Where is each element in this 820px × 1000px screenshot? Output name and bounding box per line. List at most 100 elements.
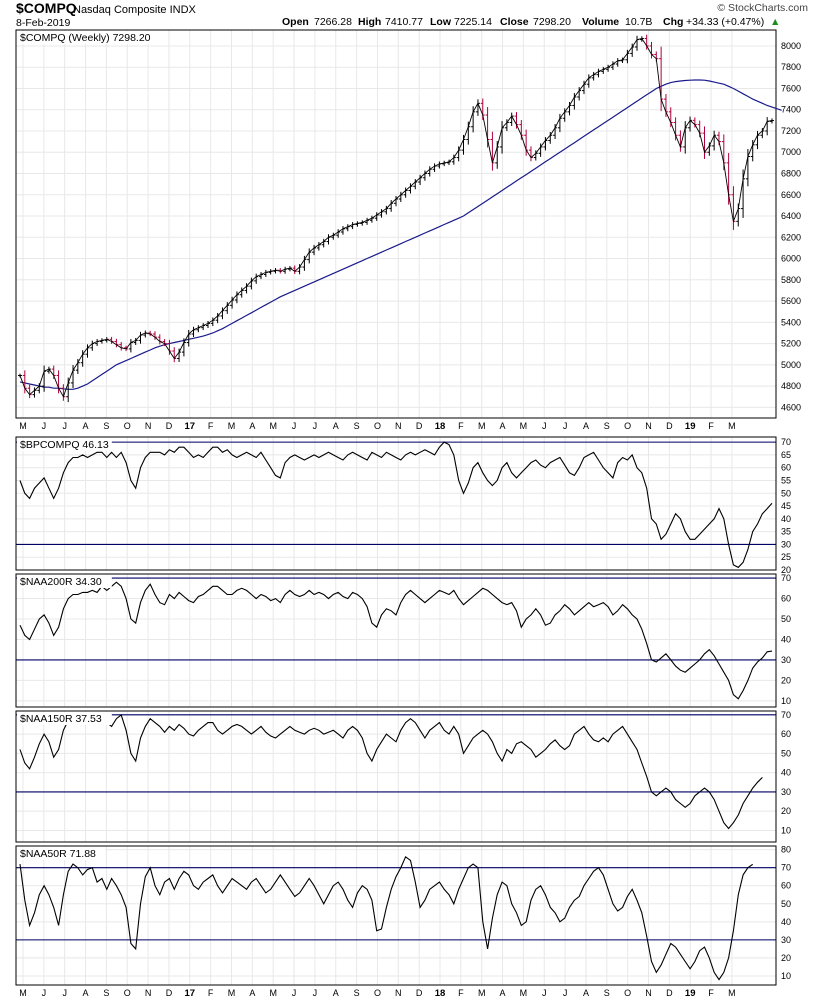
y-tick-label: 30 — [781, 935, 791, 945]
y-tick-label: 70 — [781, 710, 791, 720]
x-month-label: A — [249, 988, 255, 998]
symbol-title: $COMPQ — [16, 0, 77, 16]
open-label: Open — [282, 16, 309, 28]
legend-bg — [17, 847, 106, 860]
x-month-label: N — [395, 421, 402, 431]
x-month-label: 18 — [435, 988, 446, 999]
x-month-label: S — [604, 988, 610, 998]
panel-naa200r: 10 20 30 40 50 60 70 $NAA200R 34.30 — [15, 573, 791, 708]
x-month-label: O — [124, 421, 131, 431]
x-month-label: N — [645, 421, 652, 431]
y-tick-label: 7000 — [781, 147, 801, 157]
x-month-label: M — [19, 421, 27, 431]
index-name: Nasdaq Composite INDX — [73, 4, 197, 16]
x-month-label: M — [520, 421, 528, 431]
x-month-label: 19 — [685, 421, 696, 432]
x-month-label: F — [708, 421, 714, 431]
y-tick-label: 8000 — [781, 41, 801, 51]
panel-border — [15, 436, 777, 571]
panel-price: 4600 4800 5000 5200 5400 5600 5800 6000 6200 6400… — [15, 29, 801, 419]
panel-legend: $COMPQ (Weekly) 7298.20 — [20, 32, 151, 44]
y-tick-label: 30 — [781, 539, 791, 549]
y-tick-label: 7800 — [781, 62, 801, 72]
x-month-label: N — [145, 988, 152, 998]
y-tick-label: 60 — [781, 881, 791, 891]
y-tick-label: 30 — [781, 787, 791, 797]
y-tick-label: 5000 — [781, 360, 801, 370]
x-month-label: M — [478, 421, 486, 431]
y-tick-label: 6200 — [781, 232, 801, 242]
low-label: Low — [430, 16, 452, 28]
x-month-label: O — [624, 988, 631, 998]
x-month-label: D — [666, 421, 673, 431]
y-tick-label: 7600 — [781, 83, 801, 93]
x-month-label: S — [354, 421, 360, 431]
volume-value: 10.7B — [625, 16, 652, 28]
y-tick-label: 10 — [781, 696, 791, 706]
y-tick-label: 50 — [781, 488, 791, 498]
legend-bg — [17, 712, 112, 725]
x-month-label: F — [208, 988, 214, 998]
x-month-label: A — [500, 421, 506, 431]
up-arrow-icon: ▲ — [770, 16, 780, 28]
x-month-label: A — [333, 421, 339, 431]
x-month-label: D — [166, 988, 173, 998]
x-month-label: M — [728, 421, 736, 431]
x-month-label: J — [313, 421, 318, 431]
x-month-label: D — [416, 988, 423, 998]
chart-date: 8-Feb-2019 — [16, 17, 70, 29]
close-label: Close — [500, 16, 529, 28]
y-tick-label: 55 — [781, 475, 791, 485]
x-month-label: F — [708, 988, 714, 998]
y-tick-label: 6600 — [781, 190, 801, 200]
y-tick-label: 60 — [781, 729, 791, 739]
x-month-label: O — [374, 988, 381, 998]
x-month-label: M — [478, 988, 486, 998]
x-month-label: O — [124, 988, 131, 998]
high-label: High — [358, 16, 381, 28]
panel-border — [15, 845, 777, 986]
x-month-label: F — [458, 421, 464, 431]
y-tick-label: 50 — [781, 899, 791, 909]
y-tick-label: 35 — [781, 527, 791, 537]
x-month-label: A — [249, 421, 255, 431]
x-month-label: D — [666, 988, 673, 998]
open-value: 7266.28 — [314, 16, 352, 28]
y-tick-label: 6000 — [781, 254, 801, 264]
y-tick-label: 40 — [781, 514, 791, 524]
y-tick-label: 4600 — [781, 402, 801, 412]
watermark: © StockCharts.com — [717, 2, 808, 14]
x-month-label: M — [269, 421, 277, 431]
y-tick-label: 40 — [781, 917, 791, 927]
y-tick-label: 6400 — [781, 211, 801, 221]
moving-average-line — [19, 79, 782, 390]
y-tick-label: 20 — [781, 806, 791, 816]
x-month-label: M — [228, 421, 236, 431]
legend-bg — [17, 438, 112, 451]
y-tick-label: 20 — [781, 675, 791, 685]
x-month-label: A — [83, 421, 89, 431]
y-tick-label: 80 — [781, 845, 791, 855]
x-month-label: J — [542, 421, 547, 431]
x-month-label: 19 — [685, 988, 696, 999]
y-tick-label: 10 — [781, 825, 791, 835]
panel-legend: $NAA200R 34.30 — [20, 576, 102, 588]
x-month-label: N — [395, 988, 402, 998]
y-tick-label: 7400 — [781, 105, 801, 115]
y-tick-label: 5600 — [781, 296, 801, 306]
x-month-label: S — [103, 988, 109, 998]
y-tick-label: 5200 — [781, 339, 801, 349]
x-month-label: F — [208, 421, 214, 431]
x-month-label: A — [333, 988, 339, 998]
y-tick-label: 50 — [781, 748, 791, 758]
chg-label: Chg — [663, 16, 683, 28]
x-month-label: J — [563, 988, 568, 998]
x-month-label: S — [103, 421, 109, 431]
y-tick-label: 60 — [781, 463, 791, 473]
indicator-line — [19, 713, 763, 830]
x-month-label: M — [269, 988, 277, 998]
y-tick-label: 5800 — [781, 275, 801, 285]
high-value: 7410.77 — [385, 16, 423, 28]
close-value: 7298.20 — [533, 16, 571, 28]
